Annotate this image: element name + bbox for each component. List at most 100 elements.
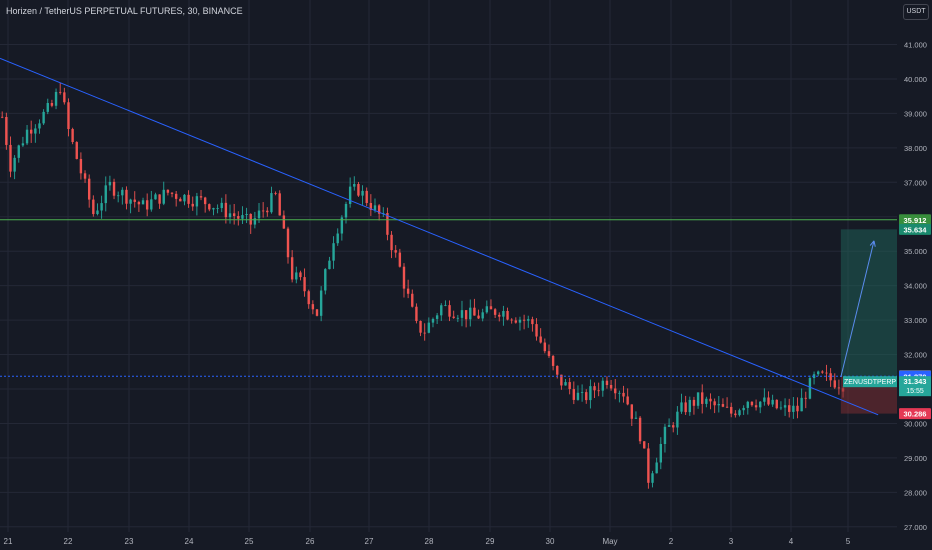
chart-title: Horizen / TetherUS PERPETUAL FUTURES, 30… <box>6 6 243 16</box>
candle <box>183 194 186 206</box>
candles <box>1 83 845 489</box>
candle <box>651 470 654 488</box>
candle <box>514 317 518 324</box>
time-tick-label: 26 <box>306 537 315 546</box>
candle <box>783 398 787 416</box>
candle <box>340 215 344 241</box>
projection-arrow[interactable] <box>840 240 875 378</box>
time-tick-label: 27 <box>365 537 374 546</box>
candle <box>746 400 749 415</box>
candle <box>444 300 447 307</box>
price-tick-label: 40.000 <box>904 75 927 84</box>
candle <box>286 226 290 264</box>
candle <box>166 189 170 196</box>
candle <box>630 404 634 426</box>
time-tick-label: 29 <box>486 537 495 546</box>
candle <box>137 200 141 212</box>
price-tick-label: 28.000 <box>904 488 927 497</box>
candle <box>208 203 211 212</box>
grid <box>0 0 897 532</box>
candle <box>162 181 165 206</box>
candle <box>402 263 406 298</box>
candle <box>353 176 356 191</box>
candle <box>493 308 497 319</box>
time-axis[interactable]: 21 22 23 24 25 26 27 28 29 30 May 2 3 4 5 <box>4 537 851 546</box>
price-tick-label: 33.000 <box>904 316 927 325</box>
candle <box>717 396 720 413</box>
candle <box>423 323 426 341</box>
candle <box>382 207 385 217</box>
candle <box>63 87 66 105</box>
candle <box>38 119 41 134</box>
candle <box>411 289 414 308</box>
candle <box>158 194 161 209</box>
candle <box>311 300 315 315</box>
candle <box>750 401 754 407</box>
candle <box>560 374 563 390</box>
price-label-target: 35.634 <box>899 223 931 235</box>
candle <box>601 377 605 397</box>
candle <box>825 364 828 381</box>
candle <box>759 401 762 414</box>
candle <box>730 402 733 418</box>
candle <box>663 423 667 453</box>
candle <box>605 376 609 389</box>
candle <box>564 378 567 386</box>
price-axis[interactable]: 41.00040.00039.00038.00037.00036.00035.0… <box>904 41 927 532</box>
time-tick-label: 28 <box>425 537 434 546</box>
candle <box>216 204 219 214</box>
position-target-zone[interactable] <box>840 229 897 377</box>
price-tick-label: 27.000 <box>904 523 927 532</box>
candle <box>614 379 617 400</box>
candle <box>290 250 294 283</box>
candle <box>800 388 803 412</box>
price-axis-background <box>897 0 932 550</box>
candle <box>50 99 54 108</box>
candle <box>261 202 265 218</box>
candle <box>502 305 505 326</box>
candle <box>469 299 472 327</box>
candle <box>676 406 679 435</box>
candle <box>568 377 571 395</box>
candle <box>5 112 8 150</box>
candle <box>315 309 319 317</box>
candle <box>701 384 704 414</box>
candle <box>812 371 816 385</box>
candle <box>622 385 625 403</box>
candle <box>406 279 410 299</box>
candle <box>29 120 33 143</box>
candle <box>667 418 671 427</box>
candle <box>680 393 683 414</box>
candle <box>125 186 128 210</box>
candle <box>71 127 74 145</box>
candle <box>792 397 795 419</box>
candle <box>79 152 83 180</box>
price-tick-label: 32.000 <box>904 351 927 360</box>
candle <box>821 370 824 374</box>
candle <box>775 399 778 410</box>
candle <box>307 289 310 309</box>
candle <box>295 266 298 284</box>
candle <box>108 175 112 191</box>
currency-button[interactable]: USDT <box>903 4 929 20</box>
candle <box>833 373 836 390</box>
candle <box>684 395 687 415</box>
candle <box>170 192 174 198</box>
candle <box>804 391 807 409</box>
candle <box>638 415 642 445</box>
price-label-stop: 30.286 <box>899 408 931 420</box>
candle <box>672 422 675 433</box>
candle <box>763 388 766 406</box>
price-tick-label: 37.000 <box>904 178 927 187</box>
candle <box>365 187 368 207</box>
candle <box>655 457 658 474</box>
candle <box>348 177 352 208</box>
candle <box>299 270 302 281</box>
candle <box>709 393 712 410</box>
candle <box>742 405 745 415</box>
symbol-label: ZENUSDTPERP <box>843 376 897 388</box>
candle <box>386 207 389 241</box>
trendline[interactable] <box>0 57 879 416</box>
candle <box>618 390 621 403</box>
